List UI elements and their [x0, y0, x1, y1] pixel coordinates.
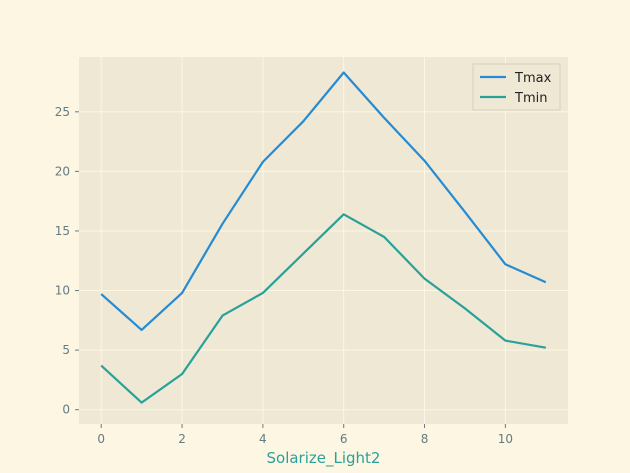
y-tick-label: 10 — [55, 284, 70, 298]
x-tick-label: 4 — [259, 432, 267, 446]
y-tick-label: 25 — [55, 105, 70, 119]
legend: Tmax Tmin — [472, 63, 561, 111]
y-tick-label: 0 — [62, 403, 70, 417]
x-tick-label: 0 — [97, 432, 105, 446]
x-tick-label: 10 — [498, 432, 513, 446]
y-tick-label: 5 — [62, 343, 70, 357]
y-tick-label: 20 — [55, 164, 70, 178]
series-line-tmin — [100, 213, 546, 404]
y-tick-label: 15 — [55, 224, 70, 238]
legend-label: Tmax — [514, 71, 552, 86]
series-lines — [100, 71, 547, 404]
x-tick-label: 6 — [340, 432, 348, 446]
x-tick-label: 8 — [421, 432, 429, 446]
legend-label: Tmin — [514, 91, 547, 106]
x-axis-label: Solarize_Light2 — [267, 449, 381, 468]
y-axis-ticks: 0 5 10 15 20 25 — [55, 105, 79, 417]
series-line-tmax — [100, 71, 547, 331]
legend-box — [472, 63, 561, 111]
grid-lines — [79, 57, 568, 424]
x-tick-label: 2 — [178, 432, 186, 446]
x-axis-ticks: 0 2 4 6 8 10 — [97, 424, 513, 446]
